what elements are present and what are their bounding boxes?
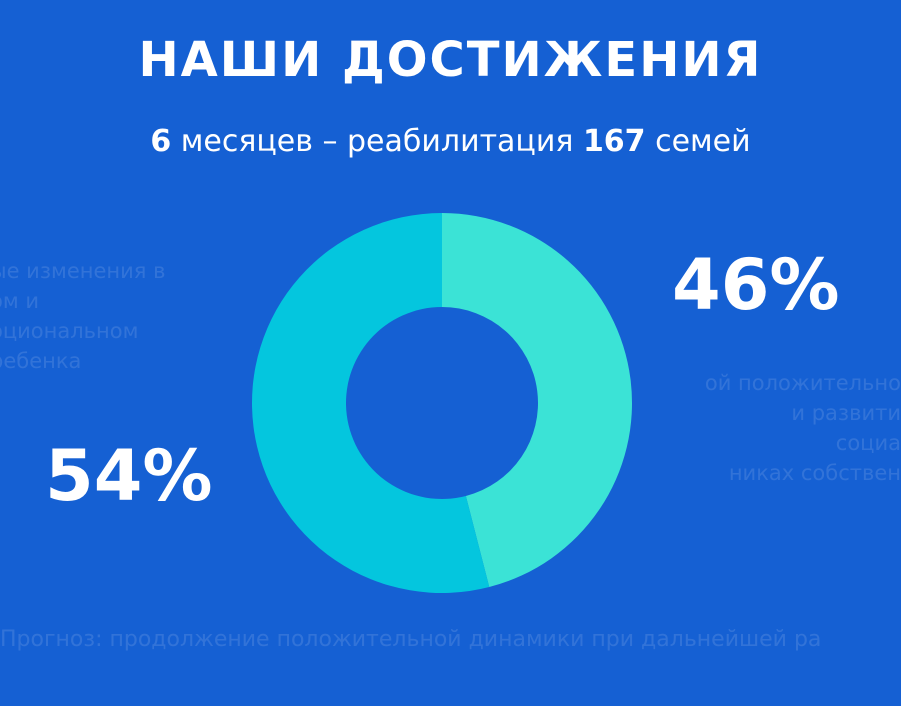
subtitle-text-2: семей xyxy=(645,124,751,159)
slice-label-46: 46% xyxy=(672,244,840,326)
faded-left-line: оциональном xyxy=(0,319,139,343)
faded-right-line: социа xyxy=(835,431,901,455)
subtitle-text-1: месяцев – реабилитация xyxy=(171,124,583,159)
faded-left-line: ребенка xyxy=(0,349,82,373)
donut-slice-54 xyxy=(252,213,490,593)
faded-right-line: ой положительно xyxy=(704,371,901,395)
subtitle: 6 месяцев – реабилитация 167 семей xyxy=(0,120,901,164)
faded-left-line: ые изменения в xyxy=(0,259,166,283)
faded-right-line: и развити xyxy=(791,401,901,425)
donut-slice-46 xyxy=(442,213,633,588)
page-title: НАШИ ДОСТИЖЕНИЯ xyxy=(138,32,763,88)
faded-text-right: ой положительно и развити социа никах со… xyxy=(640,368,901,492)
slice-label-54: 54% xyxy=(45,435,213,517)
faded-text-left: ые изменения в ом и оциональном ребенка xyxy=(0,256,220,380)
subtitle-families-number: 167 xyxy=(582,124,646,159)
faded-left-line: ом и xyxy=(0,289,40,313)
subtitle-months-number: 6 xyxy=(150,124,172,159)
faded-text-bottom: Прогноз: продолжение положительной динам… xyxy=(0,627,822,652)
faded-right-line: никах собствен xyxy=(728,461,901,485)
